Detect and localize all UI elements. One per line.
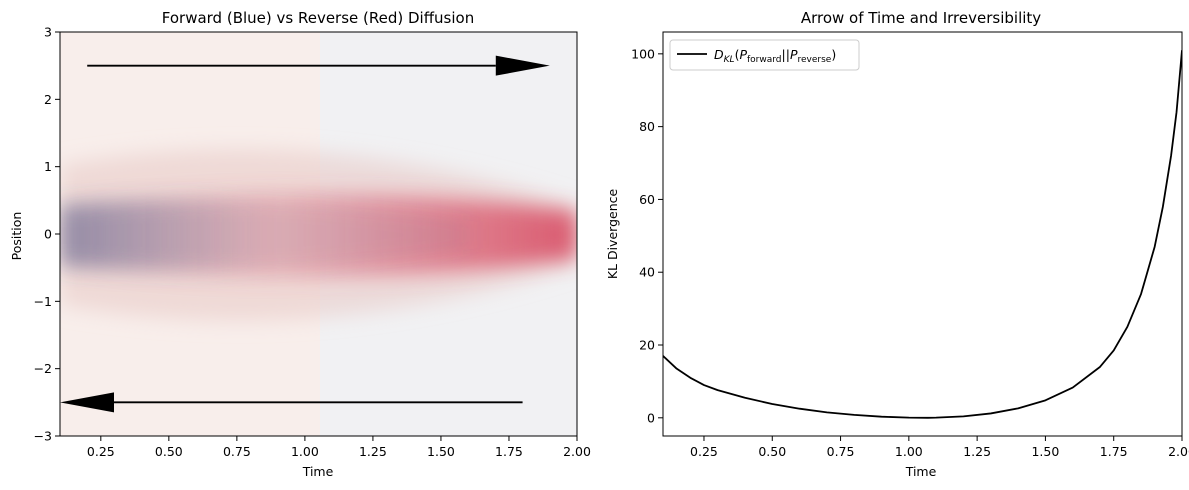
heatmap-x-tick-label: 2.00 (563, 444, 591, 459)
kl-y-tick-label: 40 (639, 265, 655, 280)
kl-y-ticks: 0 20 40 60 80 100 (631, 46, 663, 425)
kl-x-tick-label: 0.75 (827, 444, 855, 459)
kl-y-tick-label: 100 (631, 46, 655, 61)
kl-x-label: Time (905, 464, 937, 479)
kl-y-tick-label: 60 (639, 192, 655, 207)
kl-y-label: KL Divergence (605, 189, 620, 280)
kl-panel: 0.25 0.50 0.75 1.00 1.25 1.50 1.75 2.00 0 20 40 60… (605, 9, 1189, 479)
heatmap-y-label: Position (9, 212, 24, 261)
heatmap-y-tick-label: 1 (44, 159, 52, 174)
heatmap-title: Forward (Blue) vs Reverse (Red) Diffusio… (162, 9, 474, 27)
kl-x-ticks: 0.25 0.50 0.75 1.00 1.25 1.50 1.75 2.00 (690, 436, 1189, 459)
kl-x-tick-label: 1.50 (1031, 444, 1059, 459)
heatmap-y-tick-label: −1 (34, 294, 52, 309)
kl-x-tick-label: 1.00 (895, 444, 923, 459)
heatmap-x-tick-label: 1.00 (291, 444, 319, 459)
arrow-forward-head (495, 55, 550, 76)
heatmap-y-ticks: −3 −2 −1 0 1 2 3 (34, 25, 60, 444)
kl-x-tick-label: 0.50 (758, 444, 786, 459)
heatmap-y-tick-label: 3 (44, 25, 52, 40)
kl-title: Arrow of Time and Irreversibility (801, 9, 1041, 27)
heatmap-x-ticks: 0.25 0.50 0.75 1.00 1.25 1.50 1.75 2.00 (87, 436, 591, 459)
heatmap-x-tick-label: 1.75 (495, 444, 523, 459)
heatmap-y-tick-label: −2 (34, 361, 52, 376)
kl-series-line (663, 50, 1182, 419)
kl-y-tick-label: 80 (639, 119, 655, 134)
kl-y-tick-label: 20 (639, 338, 655, 353)
heatmap-x-label: Time (302, 464, 334, 479)
kl-legend: DKL(Pforward||Preverse) (669, 39, 860, 71)
heatmap-x-tick-label: 0.75 (223, 444, 251, 459)
heatmap-y-tick-label: −3 (34, 429, 52, 444)
heatmap-y-tick-label: 0 (44, 227, 52, 242)
heatmap-panel: 0.25 0.50 0.75 1.00 1.25 1.50 1.75 2.00 −3 −2 −1 0… (9, 9, 591, 479)
legend-label: DKL(Pforward||Preverse) (714, 47, 836, 65)
kl-x-tick-label: 1.25 (963, 444, 991, 459)
heatmap-x-tick-label: 0.25 (87, 444, 115, 459)
kl-x-tick-label: 1.75 (1100, 444, 1128, 459)
arrow-reverse-head (60, 392, 114, 413)
heatmap-forward-band (60, 200, 470, 271)
heatmap-y-tick-label: 2 (44, 92, 52, 107)
heatmap-x-tick-label: 0.50 (155, 444, 183, 459)
heatmap-x-tick-label: 1.25 (359, 444, 387, 459)
kl-plot-area (662, 31, 1183, 437)
direction-arrows (60, 55, 550, 413)
legend-box (669, 39, 860, 71)
kl-x-tick-label: 0.25 (690, 444, 718, 459)
heatmap-x-tick-label: 1.50 (427, 444, 455, 459)
kl-y-tick-label: 0 (647, 410, 655, 425)
kl-x-tick-label: 2.00 (1168, 444, 1189, 459)
